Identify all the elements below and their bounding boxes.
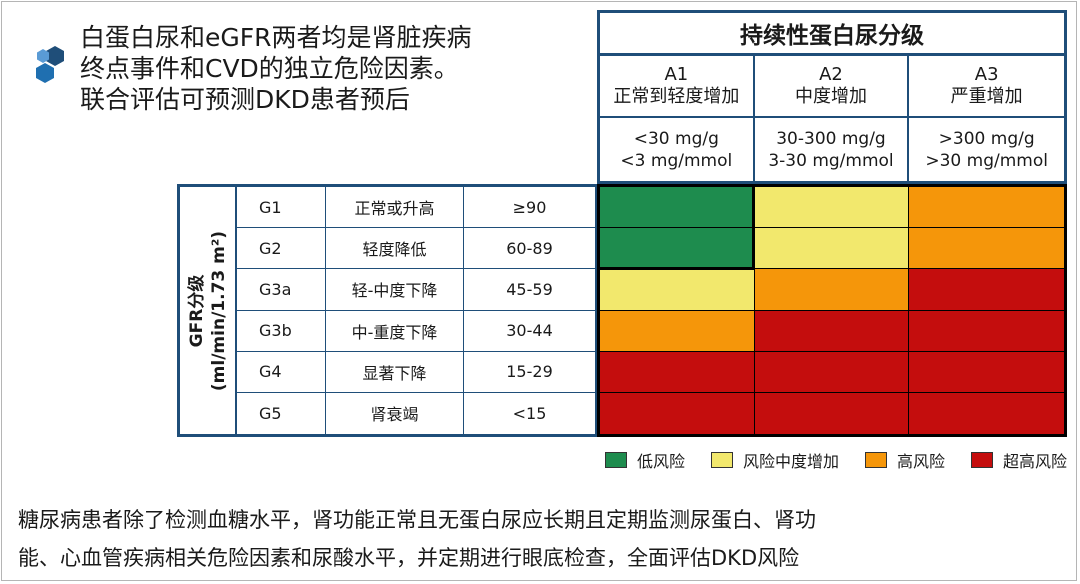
risk-grid (597, 184, 1067, 437)
category-code: A3 (974, 64, 999, 85)
albuminuria-category-a2: A2 中度增加 (754, 56, 910, 118)
risk-cell-g3b-a2 (754, 310, 910, 352)
footer-note: 糖尿病患者除了检测血糖水平，肾功能正常且无蛋白尿应长期且定期监测尿蛋白、肾功 能… (18, 501, 1068, 577)
gfr-axis-title: GFR分级 (186, 274, 207, 347)
range-line: <30 mg/g (633, 128, 719, 149)
category-code: A2 (819, 64, 843, 85)
headline-line: 联合评估可预测DKD患者预后 (80, 85, 410, 114)
gfr-code: G2 (237, 228, 326, 270)
range-line: 30-300 mg/g (776, 128, 886, 149)
gfr-code: G5 (237, 392, 326, 434)
risk-cell-g5-a2 (754, 392, 910, 434)
albuminuria-category-a1: A1 正常到轻度增加 (600, 56, 755, 118)
category-code: A1 (664, 64, 689, 85)
risk-cell-g1-a2 (754, 187, 910, 229)
legend-item-low: 低风险 (605, 448, 685, 472)
headline-line: 终点事件和CVD的独立危险因素。 (80, 54, 459, 83)
gfr-code: G1 (237, 187, 326, 229)
hexagon-cluster-icon (36, 46, 64, 83)
legend-item-moderate: 风险中度增加 (711, 448, 839, 472)
category-desc: 正常到轻度增加 (613, 86, 740, 107)
risk-cell-g5-a1 (600, 392, 755, 434)
gfr-desc: 轻度降低 (326, 228, 464, 270)
legend-label: 超高风险 (1003, 452, 1068, 471)
legend-item-high: 高风险 (865, 448, 945, 472)
legend-swatch (711, 452, 734, 468)
albuminuria-category-a3: A3 严重增加 (909, 56, 1064, 118)
gfr-range: 15-29 (464, 351, 596, 393)
footer-line: 糖尿病患者除了检测血糖水平，肾功能正常且无蛋白尿应长期且定期监测尿蛋白、肾功 (18, 508, 816, 532)
gfr-range: 60-89 (464, 228, 596, 270)
gfr-range: <15 (464, 392, 596, 434)
gfr-desc: 正常或升高 (326, 187, 464, 229)
range-line: 3-30 mg/mmol (768, 150, 894, 171)
risk-cell-g2-a1 (600, 228, 755, 270)
legend-swatch (605, 452, 627, 468)
gfr-code: G4 (237, 351, 326, 393)
gfr-desc: 轻-中度下降 (326, 269, 464, 311)
albuminuria-header: A1 正常到轻度增加 A2 中度增加 A3 严重增加 <30 mg/g <3 m… (597, 56, 1067, 184)
risk-cell-g3b-a3 (909, 310, 1064, 352)
albuminuria-title: 持续性蛋白尿分级 (597, 10, 1067, 56)
gfr-axis-unit: (ml/min/1.73 m²) (208, 230, 229, 391)
gfr-desc: 中-重度下降 (326, 310, 464, 352)
range-line: >300 mg/g (938, 128, 1035, 149)
risk-cell-g5-a3 (909, 392, 1064, 434)
gfr-code: G3a (237, 269, 326, 311)
risk-cell-g3a-a2 (754, 269, 910, 311)
risk-cell-g1-a1 (600, 187, 755, 229)
risk-cell-g2-a3 (909, 228, 1064, 270)
legend-label: 低风险 (637, 452, 686, 471)
albuminuria-range-a2: 30-300 mg/g 3-30 mg/mmol (755, 118, 910, 181)
risk-cell-g2-a2 (754, 228, 910, 270)
legend-swatch (865, 452, 888, 468)
gfr-desc: 肾衰竭 (326, 392, 464, 434)
gfr-axis-label: GFR分级 (ml/min/1.73 m²) (180, 187, 237, 434)
risk-cell-g4-a1 (600, 351, 755, 393)
risk-cell-g4-a3 (909, 351, 1064, 393)
category-desc: 中度增加 (794, 86, 867, 107)
gfr-range: 30-44 (464, 310, 596, 352)
headline-line: 白蛋白尿和eGFR两者均是肾脏疾病 (80, 23, 472, 52)
legend-label: 风险中度增加 (743, 452, 840, 471)
risk-cell-g3a-a1 (600, 269, 755, 311)
headline: 白蛋白尿和eGFR两者均是肾脏疾病 终点事件和CVD的独立危险因素。 联合评估可… (80, 22, 472, 115)
risk-cell-g1-a3 (909, 187, 1064, 229)
gfr-range: ≥90 (464, 187, 596, 229)
gfr-desc: 显著下降 (326, 351, 464, 393)
gfr-axis-text: GFR分级 (ml/min/1.73 m²) (186, 230, 230, 390)
risk-cell-g3b-a1 (600, 310, 755, 352)
gfr-table: GFR分级 (ml/min/1.73 m²) G1 正常或升高 ≥90 G2 轻… (177, 184, 599, 437)
category-desc: 严重增加 (950, 86, 1023, 107)
risk-cell-g4-a2 (754, 351, 910, 393)
gfr-range: 45-59 (464, 269, 596, 311)
legend-item-very-high: 超高风险 (971, 448, 1067, 472)
albuminuria-range-a1: <30 mg/g <3 mg/mmol (600, 118, 755, 181)
legend-swatch (971, 452, 994, 468)
footer-line: 能、心血管疾病相关危险因素和尿酸水平，并定期进行眼底检查，全面评估DKD风险 (18, 546, 800, 570)
range-line: >30 mg/mmol (925, 150, 1048, 171)
risk-cell-g3a-a3 (909, 269, 1064, 311)
gfr-code: G3b (237, 310, 326, 352)
albuminuria-range-a3: >300 mg/g >30 mg/mmol (909, 118, 1064, 181)
legend: 低风险 风险中度增加 高风险 超高风险 (605, 449, 1067, 471)
range-line: <3 mg/mmol (620, 150, 733, 171)
legend-label: 高风险 (897, 452, 946, 471)
